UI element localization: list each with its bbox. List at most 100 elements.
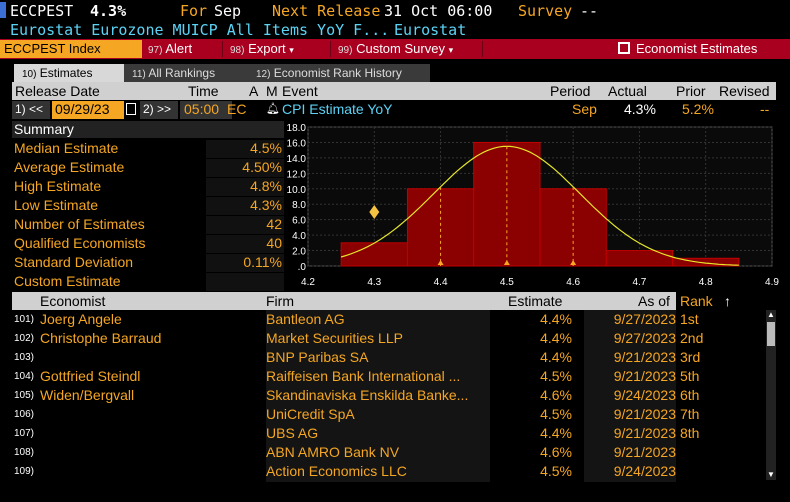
tab-label: Estimates	[39, 66, 93, 80]
sort-ascending-icon[interactable]: ↑	[724, 293, 731, 309]
summary-row-custom[interactable]: Custom Estimate	[12, 273, 284, 292]
firm-name[interactable]: UniCredit SpA	[266, 406, 355, 422]
y-tick-label: 14.0	[287, 154, 307, 165]
next-release-button[interactable]: 2) >>	[140, 101, 178, 119]
alert-button[interactable]: 97) Alert	[148, 41, 192, 56]
y-tick-label: 8.0	[292, 200, 306, 211]
col-estimate[interactable]: Estimate	[508, 293, 563, 309]
firm-name[interactable]: Action Economics LLC	[266, 463, 407, 479]
table-scrollbar[interactable]: ▲ ▼	[766, 310, 776, 480]
scrollbar-thumb[interactable]	[767, 322, 775, 346]
col-prior[interactable]: Prior	[676, 83, 706, 99]
col-actual[interactable]: Actual	[608, 83, 647, 99]
release-prior: 5.2%	[682, 101, 714, 117]
summary-row: Low Estimate 4.3%	[12, 197, 284, 216]
col-asof[interactable]: As of	[638, 293, 670, 309]
event-name[interactable]: CPI Estimate YoY	[282, 101, 393, 117]
col-revised[interactable]: Revised	[719, 83, 770, 99]
next-release-label: Next Release	[272, 2, 381, 20]
table-row[interactable]: 101) Joerg Angele Bantleon AG 4.4% 9/27/2023…	[12, 310, 764, 329]
tab-estimates[interactable]: 10) Estimates	[14, 64, 124, 82]
tab-num: 12)	[256, 69, 271, 80]
col-period[interactable]: Period	[550, 83, 591, 99]
firm-column-bg	[266, 310, 490, 482]
ticker: ECCPEST	[10, 2, 74, 20]
distribution-curve	[340, 145, 739, 266]
export-button[interactable]: 98) Export ▾	[230, 41, 294, 56]
economist-name[interactable]: Joerg Angele	[40, 311, 122, 327]
scroll-up-icon[interactable]: ▲	[767, 310, 775, 319]
calendar-icon[interactable]	[126, 103, 136, 115]
x-tick-label: 4.5	[500, 277, 514, 288]
actual-diamond-icon[interactable]	[369, 204, 380, 219]
subtitle-bar: Eurostat Eurozone MUICP All Items YoY F.…	[0, 20, 790, 40]
release-date-field[interactable]: 09/29/23	[52, 101, 124, 119]
histogram-bar[interactable]	[672, 257, 740, 267]
economist-name[interactable]: Widen/Bergvall	[40, 387, 135, 403]
scroll-down-icon[interactable]: ▼	[767, 470, 775, 479]
economist-name[interactable]: Christophe Barraud	[40, 330, 162, 346]
col-time[interactable]: Time	[188, 83, 219, 99]
release-header: Release Date Time A M Event Period Actua…	[12, 82, 776, 100]
col-a[interactable]: A	[249, 83, 259, 99]
bell-icon[interactable]: 🔔︎	[266, 103, 280, 115]
col-event[interactable]: Event	[282, 83, 318, 99]
firm-name[interactable]: Market Securities LLP	[266, 330, 403, 346]
survey-dropdown-icon: ▾	[448, 45, 454, 55]
release-tz: EC	[227, 101, 247, 117]
table-row[interactable]: 109) Action Economics LLC 4.5% 9/24/2023	[12, 462, 764, 481]
economist-estimates-link[interactable]: Economist Estimates	[618, 41, 757, 56]
col-rank[interactable]: Rank	[680, 293, 713, 309]
marker-triangle-icon	[503, 260, 510, 265]
alert-label: Alert	[165, 41, 193, 56]
tab-all-rankings[interactable]: 11) All Rankings	[124, 64, 248, 82]
col-economist[interactable]: Economist	[40, 293, 106, 309]
table-row[interactable]: 106) UniCredit SpA 4.5% 9/21/2023 7th	[12, 405, 764, 424]
table-row[interactable]: 103) BNP Paribas SA 4.4% 9/21/2023 3rd	[12, 348, 764, 367]
economist-estimates-label: Economist Estimates	[636, 41, 758, 56]
firm-name[interactable]: Skandinaviska Enskilda Banke...	[266, 387, 469, 403]
tab-economist-rank-history[interactable]: 12) Economist Rank History	[248, 64, 430, 82]
summary-label: Standard Deviation	[14, 254, 134, 270]
table-row[interactable]: 104) Gottfried Steindl Raiffeisen Bank Int…	[12, 367, 764, 386]
summary-label: Qualified Economists	[14, 235, 146, 251]
custom-survey-button[interactable]: 99) Custom Survey ▾	[338, 41, 453, 56]
firm-name[interactable]: UBS AG	[266, 425, 319, 441]
release-row: 1) << 09/29/23 2) >> 05:00 EC 🔔︎ CPI Est…	[12, 101, 776, 119]
export-label: Export	[248, 41, 286, 56]
summary-row: Qualified Economists 40	[12, 235, 284, 254]
col-release-date[interactable]: Release Date	[15, 83, 100, 99]
firm-name[interactable]: Raiffeisen Bank International ...	[266, 368, 461, 384]
firm-name[interactable]: ABN AMRO Bank NV	[266, 444, 400, 460]
asof-date: 9/21/2023	[613, 406, 676, 422]
row-number: 109)	[14, 466, 35, 477]
col-m[interactable]: M	[266, 83, 278, 99]
row-number: 102)	[14, 333, 35, 344]
summary-label: Custom Estimate	[14, 273, 121, 289]
col-firm[interactable]: Firm	[266, 293, 294, 309]
x-tick-label: 4.6	[566, 277, 580, 288]
row-number: 106)	[14, 409, 35, 420]
table-row[interactable]: 105) Widen/Bergvall Skandinaviska Enskilda…	[12, 386, 764, 405]
export-num: 98)	[230, 45, 245, 56]
firm-name[interactable]: Bantleon AG	[266, 311, 345, 327]
y-tick-label: 12.0	[287, 169, 307, 180]
table-row[interactable]: 108) ABN AMRO Bank NV 4.6% 9/21/2023	[12, 443, 764, 462]
prev-release-button[interactable]: 1) <<	[12, 101, 50, 119]
asof-date: 9/24/2023	[613, 387, 676, 403]
summary-label: High Estimate	[14, 178, 102, 194]
security-field[interactable]: ECCPEST Index	[0, 40, 142, 58]
estimates-table-header: Economist Firm Estimate As of Rank ↑	[12, 292, 776, 310]
toolbar-divider	[482, 41, 483, 57]
table-row[interactable]: 102) Christophe Barraud Market Securities …	[12, 329, 764, 348]
table-row[interactable]: 107) UBS AG 4.4% 9/21/2023 8th	[12, 424, 764, 443]
x-tick-label: 4.7	[632, 277, 646, 288]
row-number: 103)	[14, 352, 35, 363]
custom-estimate-input-bg[interactable]	[206, 273, 284, 291]
firm-name[interactable]: BNP Paribas SA	[266, 349, 369, 365]
histogram-bar[interactable]	[605, 250, 674, 267]
summary-label: Low Estimate	[14, 197, 99, 213]
economist-name[interactable]: Gottfried Steindl	[40, 368, 141, 384]
summary-value-bg	[206, 140, 284, 158]
summary-panel: Summary Median Estimate 4.5% Average Esti…	[12, 121, 284, 292]
